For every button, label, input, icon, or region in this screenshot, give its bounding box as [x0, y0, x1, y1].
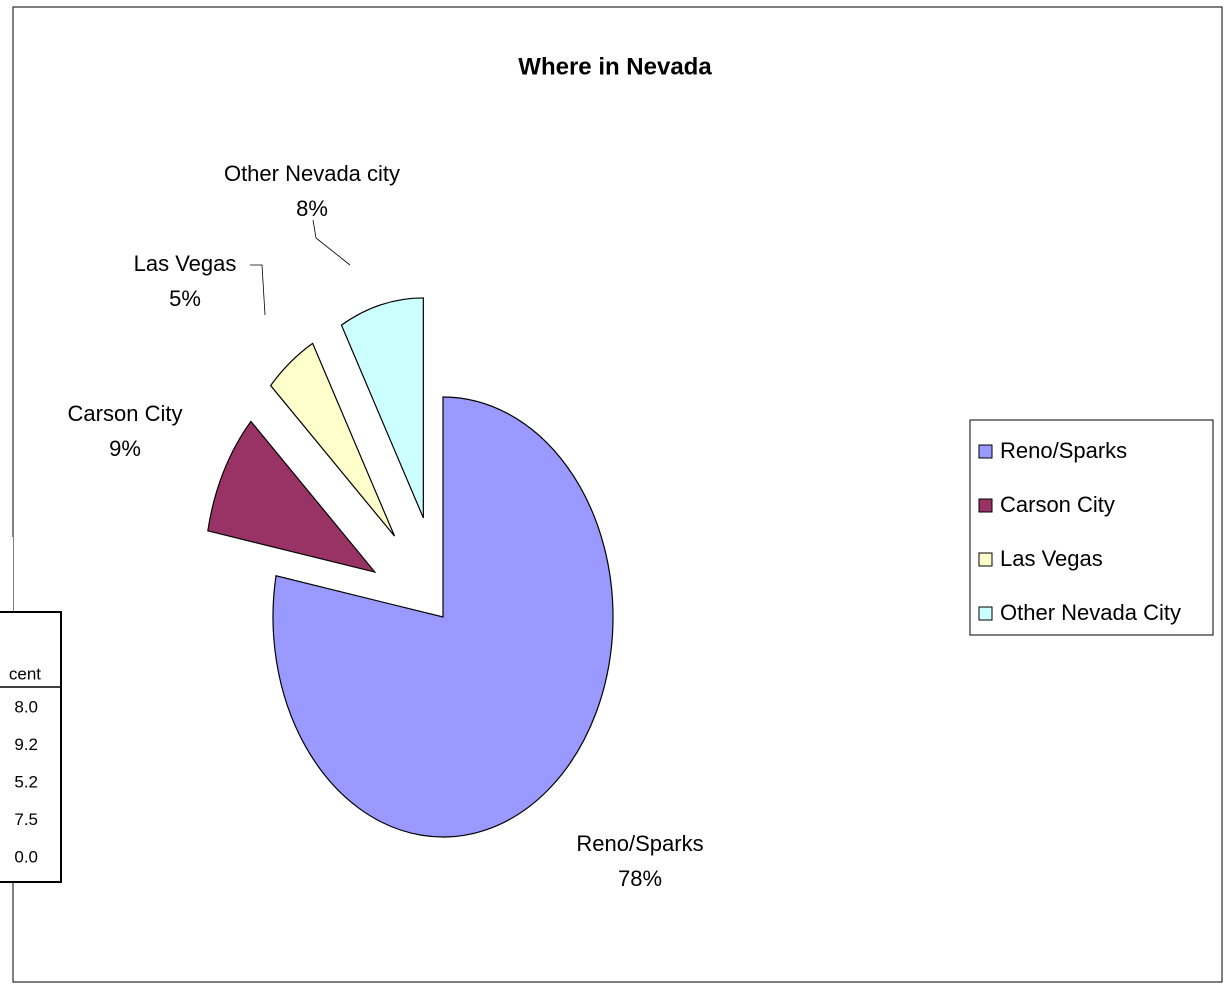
table-header: cent [9, 664, 41, 683]
slice-label: Other Nevada city [224, 161, 400, 186]
legend-swatch [978, 444, 993, 459]
legend-entries: Reno/Sparks Carson City Las Vegas Other Nev… [978, 438, 1181, 625]
value-label: 8% [296, 196, 328, 221]
sheet-cover [0, 537, 13, 617]
table: cent 8.0 9.2 5.2 7.5 0.0 [9, 664, 41, 866]
table-cell: 0.0 [14, 847, 38, 866]
chart-title: Where in Nevada [518, 53, 712, 80]
value-label: 5% [169, 286, 201, 311]
leader-line [312, 219, 351, 266]
pie-slice [207, 420, 377, 574]
legend-label: Reno/Sparks [1000, 438, 1127, 463]
table-cell: 7.5 [14, 810, 38, 829]
legend-label: Las Vegas [1000, 546, 1103, 571]
table-cell: 5.2 [14, 772, 38, 791]
table-frame [0, 611, 62, 883]
pie-slice [340, 297, 424, 519]
table-sheet: cent 8.0 9.2 5.2 7.5 0.0 [0, 537, 62, 883]
legend-label: Other Nevada City [1000, 600, 1181, 625]
slice-label: Las Vegas [134, 251, 237, 276]
legend [969, 419, 1214, 636]
leader-line [250, 264, 266, 316]
slice-label: Reno/Sparks [576, 831, 703, 856]
legend-swatch [978, 606, 993, 621]
pie: Reno/Sparks 78% Carson City 9% Las Vegas 5% Ot… [68, 161, 704, 891]
legend-label: Carson City [1000, 492, 1115, 517]
value-label: 9% [109, 436, 141, 461]
pie-slice [269, 342, 396, 537]
value-label: 78% [618, 866, 662, 891]
table-cell: 8.0 [14, 697, 38, 716]
table-cell: 9.2 [14, 735, 38, 754]
legend-swatch [978, 552, 993, 567]
slice-label: Carson City [68, 401, 183, 426]
legend-swatch [978, 498, 993, 513]
pie-slice [272, 396, 614, 838]
